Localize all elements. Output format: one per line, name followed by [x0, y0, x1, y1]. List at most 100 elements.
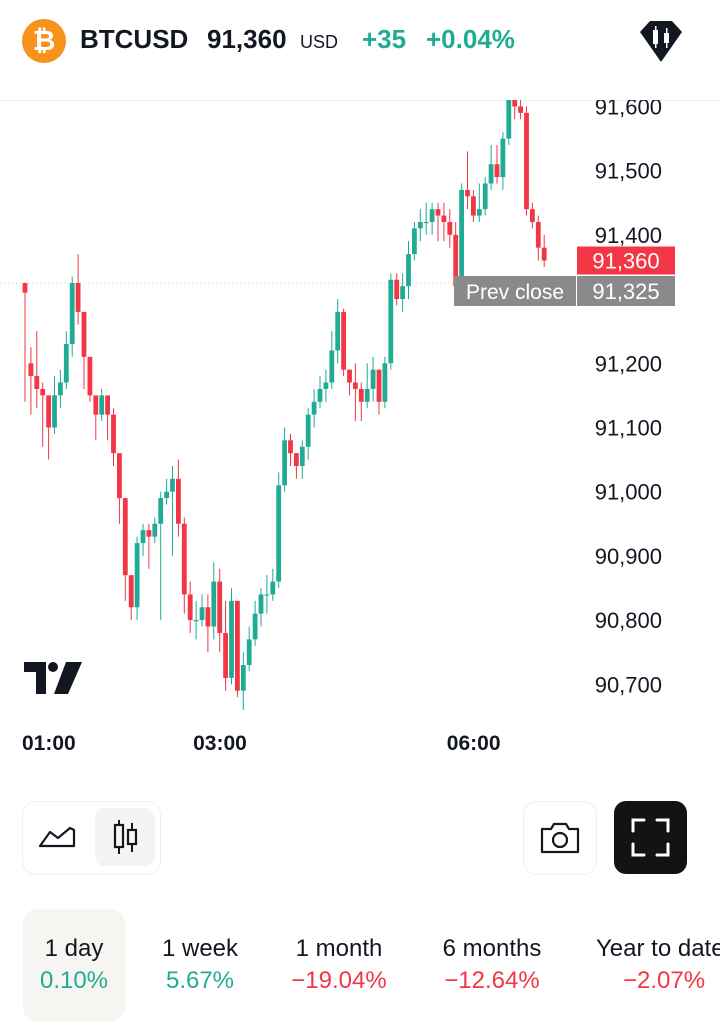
candle: [158, 491, 164, 621]
candle: [63, 331, 69, 389]
candle: [199, 594, 205, 627]
x-tick-label: 01:00: [22, 732, 76, 755]
candle: [323, 369, 329, 402]
candle: [111, 408, 116, 466]
candle-body: [146, 530, 152, 537]
candle: [81, 311, 87, 389]
candle: [364, 363, 370, 409]
candle-body: [535, 222, 541, 248]
candle-body: [341, 311, 346, 370]
candle: [105, 395, 110, 441]
price-labels: 91,360 Prev close 91,325: [454, 246, 675, 306]
candle: [382, 356, 388, 409]
candle-body: [223, 632, 228, 678]
candle-body: [235, 600, 240, 691]
candle: [388, 273, 394, 370]
candle-body: [488, 164, 494, 184]
range-label: 1 week: [161, 935, 239, 962]
candle-body: [335, 311, 341, 351]
candle: [341, 308, 346, 377]
candle: [294, 453, 299, 479]
candle-body: [81, 311, 87, 357]
candle: [122, 498, 128, 601]
candle-body: [353, 382, 358, 389]
candle: [335, 299, 341, 364]
price-axis: 91,600 91,500 91,400 91,200 91,100 91,000 90,9…: [595, 100, 662, 697]
candle: [264, 575, 270, 614]
candle-body: [105, 395, 110, 415]
candle-body: [305, 414, 311, 447]
candle-body: [111, 414, 116, 454]
candle-body: [299, 446, 305, 466]
range-1-week[interactable]: 1 week 5.67%: [150, 909, 250, 1021]
candle: [252, 600, 258, 646]
candle: [535, 215, 541, 261]
candle: [465, 151, 470, 210]
symbol-header: ₿ BTCUSD 91,360 USD +35 +0.04%: [0, 0, 720, 101]
line-chart-button[interactable]: [22, 802, 90, 872]
candle-body: [459, 189, 464, 287]
candle: [423, 202, 429, 235]
candlestick-gem-icon[interactable]: [636, 18, 686, 64]
candle: [394, 273, 400, 306]
range-6-months[interactable]: 6 months −12.64%: [428, 909, 556, 1021]
candle-body: [140, 530, 146, 544]
symbol-name[interactable]: BTCUSD: [80, 24, 189, 54]
candle-body: [252, 613, 258, 640]
range-1-month[interactable]: 1 month −19.04%: [280, 909, 398, 1021]
candle: [258, 588, 264, 627]
candlestick-button[interactable]: [95, 808, 155, 866]
candle-body: [512, 100, 518, 107]
y-tick-label: 91,400: [595, 223, 662, 248]
candle: [412, 222, 417, 261]
candle-body: [93, 395, 99, 415]
candle: [235, 600, 240, 698]
last-price: 91,360: [207, 24, 287, 54]
candle-body: [258, 594, 264, 614]
candle: [205, 594, 211, 653]
y-tick-label: 91,000: [595, 480, 662, 505]
candle-body: [276, 485, 282, 582]
range-year-to-date[interactable]: Year to date −2.07%: [586, 909, 720, 1021]
range-value: 5.67%: [165, 967, 235, 994]
candle: [435, 202, 441, 242]
candle: [187, 581, 193, 633]
candle: [541, 234, 547, 267]
candle: [164, 478, 169, 505]
x-tick-label: 06:00: [447, 732, 501, 755]
candles-layer: [0, 100, 575, 710]
range-value: 0.10%: [39, 967, 109, 994]
candle: [28, 347, 34, 415]
candle: [406, 241, 411, 300]
candle: [512, 100, 518, 120]
candle: [459, 183, 464, 293]
candle: [217, 568, 223, 653]
prev-close-value: 91,325: [592, 279, 659, 304]
candle-body: [22, 283, 28, 293]
candle: [494, 144, 500, 184]
candlestick-chart[interactable]: 91,600 91,500 91,400 91,200 91,100 91,000 90,9…: [0, 100, 720, 765]
candle-body: [423, 222, 429, 224]
candle: [152, 517, 158, 544]
range-1-day[interactable]: 1 day 0.10%: [23, 909, 125, 1021]
candle: [211, 562, 217, 640]
candle-body: [134, 543, 140, 608]
candle-body: [382, 363, 388, 402]
candle: [276, 472, 282, 588]
candle-body: [530, 209, 535, 222]
candle: [417, 209, 423, 242]
candle-body: [164, 491, 169, 499]
candle-body: [58, 382, 63, 396]
price-change-percent: +0.04%: [426, 24, 515, 54]
candle: [246, 626, 252, 672]
range-value: −2.07%: [623, 967, 706, 994]
fullscreen-button[interactable]: [614, 801, 687, 874]
candle-body: [317, 388, 323, 402]
candle-body: [447, 222, 453, 235]
candle-body: [152, 523, 158, 537]
range-label: 1 day: [44, 935, 104, 962]
candle: [40, 382, 46, 447]
candle: [506, 100, 512, 145]
candle-body: [46, 395, 51, 428]
snapshot-button[interactable]: [523, 801, 597, 875]
